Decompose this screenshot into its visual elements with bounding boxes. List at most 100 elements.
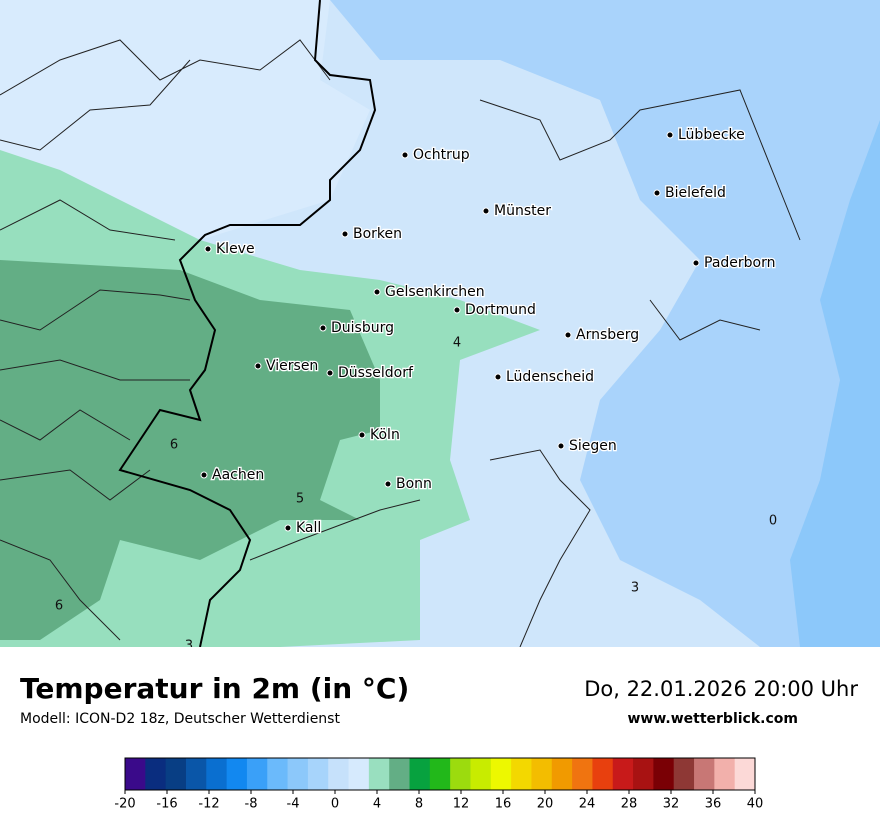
city-label: Siegen xyxy=(569,438,617,454)
colorbar-swatch xyxy=(653,758,675,790)
colorbar-tick-label: 40 xyxy=(747,797,764,812)
colorbar-swatch xyxy=(734,758,756,790)
city-dot xyxy=(494,373,502,381)
city-label: Düsseldorf xyxy=(338,365,414,381)
city-dot xyxy=(358,431,366,439)
colorbar-swatch xyxy=(226,758,248,790)
colorbar-tick-label: 8 xyxy=(415,797,423,812)
colorbar-swatch xyxy=(511,758,532,790)
city-label: Münster xyxy=(494,203,551,219)
city-dot xyxy=(204,245,212,253)
colorbar-tick-label: 32 xyxy=(663,797,680,812)
city-label: Ochtrup xyxy=(413,147,470,163)
city-dot xyxy=(482,207,490,215)
colorbar-swatch xyxy=(429,758,451,790)
colorbar-tick-label: -8 xyxy=(245,797,258,812)
colorbar-swatch xyxy=(450,758,471,790)
colorbar-swatch xyxy=(185,758,207,790)
city-dot xyxy=(692,259,700,267)
colorbar-swatch xyxy=(714,758,736,790)
colorbar-tick-label: 16 xyxy=(495,797,512,812)
colorbar-tick-label: -12 xyxy=(198,797,219,812)
colorbar-swatch xyxy=(694,758,715,790)
colorbar-swatch xyxy=(125,758,146,790)
colorbar: -20 -16 -12 -8 -4 0 4 8 12 16 20 24 28 32 36 40 xyxy=(114,757,764,812)
city-label: Kall xyxy=(296,520,321,536)
city-label: Gelsenkirchen xyxy=(385,284,485,300)
map: Lübbecke Ochtrup Bielefeld Münster Borken Kle… xyxy=(0,0,880,654)
country-border xyxy=(118,0,377,648)
colorbar-tick-label: 28 xyxy=(621,797,638,812)
colorbar-swatch xyxy=(389,758,411,790)
city-label: Bielefeld xyxy=(665,185,726,201)
colorbar-tick-label: 36 xyxy=(705,797,722,812)
colorbar-swatch xyxy=(267,758,289,790)
colorbar-swatch xyxy=(368,758,390,790)
city-label: Dortmund xyxy=(465,302,536,318)
colorbar-swatch xyxy=(409,758,431,790)
website: www.wetterblick.com xyxy=(628,711,799,727)
colorbar-swatch xyxy=(165,758,187,790)
colorbar-swatch xyxy=(307,758,329,790)
city-dot xyxy=(200,471,208,479)
colorbar-swatch xyxy=(633,758,654,790)
region-cold xyxy=(330,0,880,647)
city-dot xyxy=(401,151,409,159)
contour-label: 5 xyxy=(296,492,304,507)
colorbar-swatch xyxy=(348,758,370,790)
title: Temperatur in 2m (in °C) xyxy=(20,672,409,705)
colorbar-tick-label: 4 xyxy=(373,797,381,812)
city-label: Lüdenscheid xyxy=(506,369,594,385)
city-label: Borken xyxy=(353,226,402,242)
colorbar-swatch xyxy=(145,758,167,790)
region-light xyxy=(0,0,370,240)
colorbar-swatch xyxy=(490,758,512,790)
city-label: Duisburg xyxy=(331,320,394,336)
colorbar-swatch xyxy=(572,758,593,790)
city-label: Paderborn xyxy=(704,255,775,271)
region-colder xyxy=(790,120,880,647)
city-dot xyxy=(666,131,674,139)
colorbar-swatch xyxy=(470,758,492,790)
city-dot xyxy=(384,480,392,488)
contour-label: 3 xyxy=(185,639,193,654)
city-label: Viersen xyxy=(266,358,318,374)
colorbar-swatch xyxy=(612,758,634,790)
city-dot xyxy=(564,331,572,339)
colorbar-tick-label: 24 xyxy=(579,797,596,812)
contour-label: 6 xyxy=(55,599,63,614)
colorbar-swatch xyxy=(206,758,228,790)
city-label: Lübbecke xyxy=(678,127,745,143)
city-label: Bonn xyxy=(396,476,432,492)
datetime: Do, 22.01.2026 20:00 Uhr xyxy=(584,677,858,701)
colorbar-swatch xyxy=(246,758,268,790)
city-dot xyxy=(254,362,262,370)
city-label: Köln xyxy=(370,427,400,443)
region-borders xyxy=(0,39,801,648)
contour-label: 0 xyxy=(769,514,777,529)
colorbar-tick-label: -16 xyxy=(156,797,177,812)
footer-background xyxy=(0,647,880,830)
city-label: Kleve xyxy=(216,241,255,257)
contour-label: 4 xyxy=(453,336,461,351)
city-dot xyxy=(284,524,292,532)
contour-labels: 4 6 5 6 0 3 3 xyxy=(55,336,777,654)
colorbar-tick-label: -20 xyxy=(114,797,135,812)
colorbar-swatch xyxy=(592,758,614,790)
city-dot xyxy=(326,369,334,377)
city-label: Aachen xyxy=(212,467,264,483)
colorbar-swatch xyxy=(673,758,695,790)
colorbar-tick-label: 0 xyxy=(331,797,339,812)
city-dot xyxy=(453,306,461,314)
contour-label: 6 xyxy=(170,438,178,453)
subtitle: Modell: ICON-D2 18z, Deutscher Wetterdie… xyxy=(20,711,340,727)
contour-label: 3 xyxy=(631,581,639,596)
city-dot xyxy=(341,230,349,238)
colorbar-frame xyxy=(124,757,756,791)
colorbar-tick-label: 20 xyxy=(537,797,554,812)
colorbar-tick-label: -4 xyxy=(287,797,300,812)
colorbar-swatch xyxy=(551,758,573,790)
city-dot xyxy=(653,189,661,197)
